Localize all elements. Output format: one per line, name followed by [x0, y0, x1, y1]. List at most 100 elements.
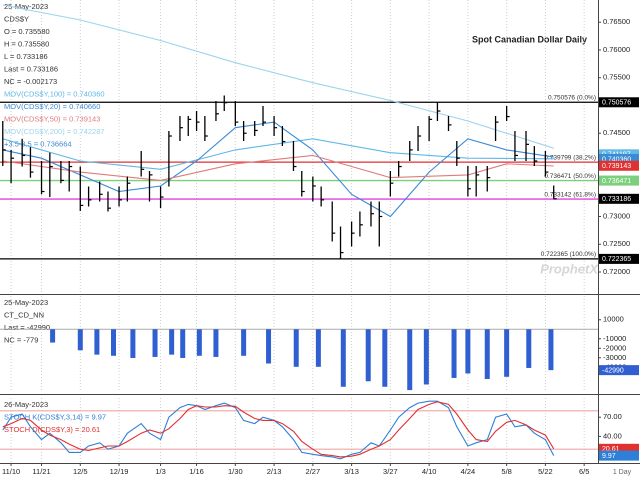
bar [130, 329, 136, 358]
bar [180, 329, 186, 358]
info-text: Last = -42990 [4, 323, 50, 332]
x-tick-label: 4/10 [422, 467, 437, 476]
retracement-label: 0.736471 (50.0%) [544, 173, 596, 180]
value-box [599, 193, 639, 204]
value-box-label: 0.736471 [602, 178, 631, 185]
value-box-label: 0.739143 [602, 163, 631, 170]
x-tick-label: 4/24 [461, 467, 476, 476]
series-line [2, 4, 554, 149]
info-text: 25-May-2023 [4, 2, 48, 11]
info-text: 26-May-2023 [4, 400, 48, 409]
bar [548, 329, 554, 371]
x-tick-label: 11/10 [2, 467, 20, 476]
value-box [599, 253, 639, 264]
series-line [2, 154, 554, 181]
x-tick-label: 1/3 [155, 467, 165, 476]
value-box-label: 0.722365 [602, 256, 631, 263]
value-box-label: -42990 [602, 367, 624, 374]
bar [465, 329, 471, 374]
y-tick-label: 0.75500 [603, 73, 630, 82]
y-tick-label: 0.74500 [603, 128, 630, 137]
chart-title: Spot Canadian Dollar Daily [472, 34, 587, 44]
legend-entry: MOV(CDS$Y,50) = 0.739143 [4, 114, 100, 123]
bar [407, 329, 413, 391]
y-tick-label: 0.73000 [603, 211, 630, 220]
bar [111, 329, 117, 356]
x-tick-label: 6/5 [579, 467, 589, 476]
x-tick-label: 2/27 [306, 467, 321, 476]
info-text: H = 0.735580 [4, 39, 49, 48]
value-box-label: 9.97 [602, 453, 616, 460]
info-text: CT_CD_NN [4, 310, 44, 319]
bar [266, 329, 272, 364]
x-tick-label: 1/16 [189, 467, 204, 476]
x-tick-label: 12/5 [73, 467, 88, 476]
bar [50, 329, 56, 343]
value-box [599, 365, 639, 376]
info-text: O = 0.735580 [4, 27, 50, 36]
bar [315, 329, 321, 367]
y-tick-label: 0.76000 [603, 45, 630, 54]
band-label: +3.5-3.5 = 0.736664 [4, 139, 72, 148]
info-text: CDS$Y [4, 14, 29, 23]
legend-entry: MOV(CDS$Y,200) = 0.742287 [4, 127, 105, 136]
y-tick-label: 0.72500 [603, 239, 630, 248]
x-tick-label: 2/13 [267, 467, 282, 476]
bar [365, 329, 371, 382]
bar [340, 329, 346, 387]
value-box-label: 20.61 [602, 446, 620, 453]
legend-entry: STOCH K(CDS$Y,3,14) = 9.97 [4, 412, 106, 421]
bar [451, 329, 457, 378]
value-box [599, 443, 639, 454]
bar [484, 329, 490, 379]
info-text: NC = -0.002173 [4, 77, 57, 86]
bar [382, 329, 388, 387]
x-tick-label: 5/8 [501, 467, 511, 476]
retracement-label: 0.750576 (0.0%) [548, 94, 596, 101]
series-line [2, 401, 555, 458]
interval-label: 1 Day [613, 469, 632, 476]
y-tick-label: -10000 [603, 334, 626, 343]
y-tick-label: 10000 [603, 315, 624, 324]
value-box [599, 97, 639, 108]
legend-entry: STOCH D(CDS$Y,3) = 20.61 [4, 425, 100, 434]
bar [423, 329, 429, 385]
bar [152, 329, 158, 357]
value-box [599, 153, 639, 164]
bar [169, 329, 175, 355]
value-box-label: 0.733186 [602, 196, 631, 203]
y-tick-label: 0.76500 [603, 17, 630, 26]
bar [504, 329, 510, 377]
value-box [599, 450, 639, 461]
y-tick-label: 40.00 [603, 431, 622, 440]
legend-entry: MOV(CDS$Y,100) = 0.740360 [4, 89, 105, 98]
bar [213, 329, 219, 357]
value-box [599, 175, 639, 186]
bar [526, 329, 532, 368]
info-text: L = 0.733186 [4, 52, 48, 61]
series-line [2, 138, 554, 170]
bar [293, 329, 299, 367]
value-box-label: 0.740360 [602, 156, 631, 163]
series-line [2, 400, 555, 460]
value-box [599, 160, 639, 171]
bar [241, 329, 247, 356]
x-tick-label: 3/13 [344, 467, 359, 476]
y-tick-label: 0.72000 [603, 267, 630, 276]
x-tick-label: 12/19 [110, 467, 129, 476]
info-text: 25-May-2023 [4, 298, 48, 307]
x-tick-label: 1/30 [228, 467, 243, 476]
y-tick-label: -30000 [603, 353, 626, 362]
value-box-label: 0.750576 [602, 100, 631, 107]
y-tick-label: -20000 [603, 343, 626, 352]
y-tick-label: 70.00 [603, 412, 622, 421]
retracement-label: 0.733142 (61.8%) [544, 191, 596, 198]
x-tick-label: 11/21 [32, 467, 50, 476]
legend-entry: MOV(CDS$Y,20) = 0.740660 [4, 102, 100, 111]
info-text: NC = -779 [4, 335, 38, 344]
x-tick-label: 3/27 [383, 467, 398, 476]
bar [77, 329, 83, 351]
bar [94, 329, 100, 355]
